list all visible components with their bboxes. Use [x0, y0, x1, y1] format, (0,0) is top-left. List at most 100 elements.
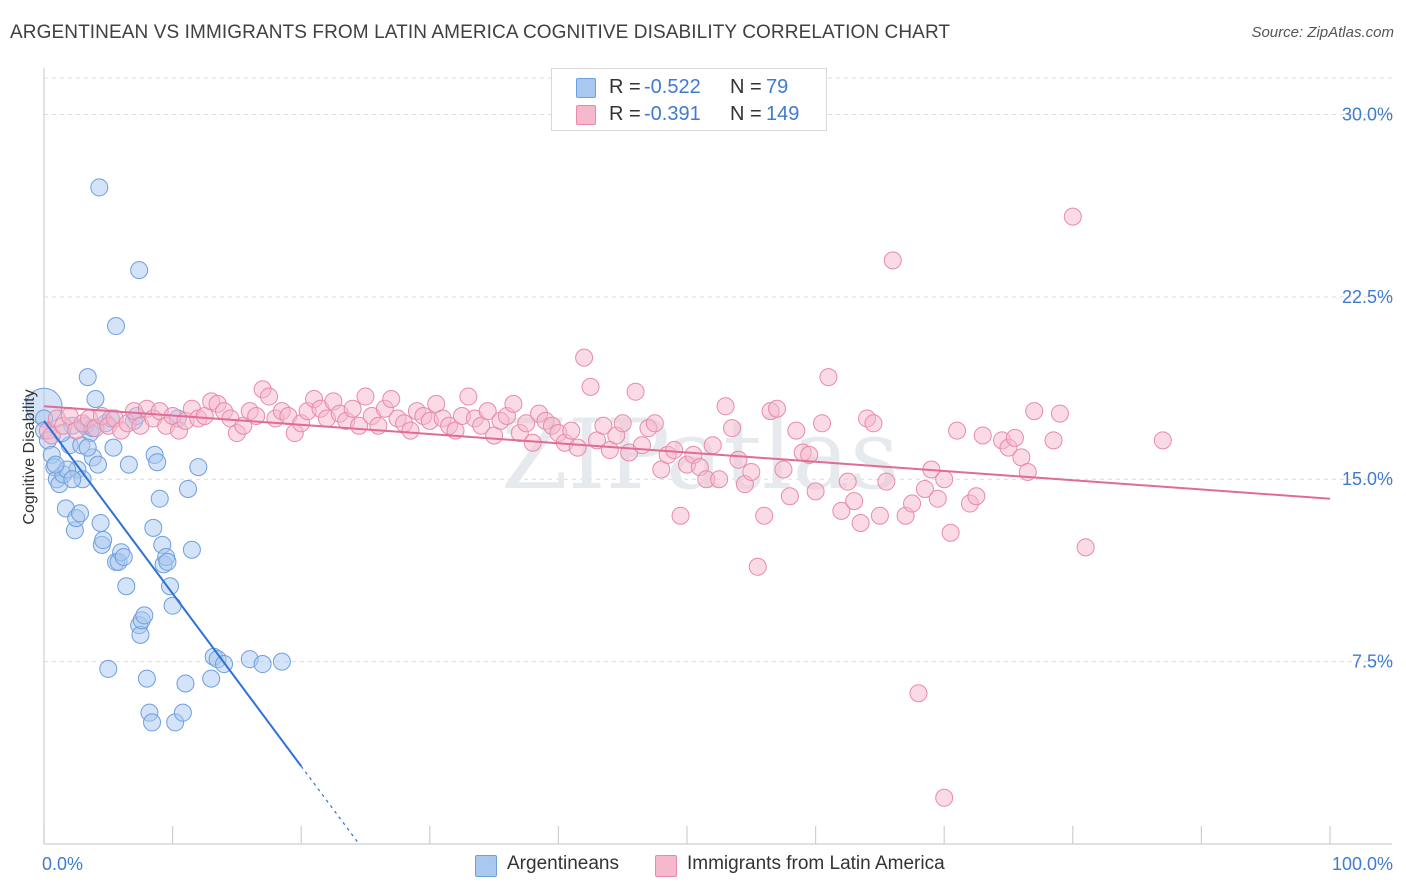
data-point	[710, 470, 729, 489]
data-point	[935, 470, 954, 489]
data-point	[163, 596, 182, 615]
data-point	[1153, 431, 1172, 450]
data-point	[877, 472, 896, 491]
data-point	[967, 487, 986, 506]
data-point	[838, 472, 857, 491]
series-argentineans	[25, 178, 291, 732]
data-point	[114, 548, 133, 567]
data-point	[806, 482, 825, 501]
data-point	[703, 436, 722, 455]
data-point	[143, 713, 162, 732]
trend-lines	[43, 405, 1331, 845]
chart-title: ARGENTINEAN VS IMMIGRANTS FROM LATIN AME…	[10, 22, 951, 43]
data-point	[883, 251, 902, 270]
data-point	[832, 501, 851, 520]
data-point	[148, 453, 167, 472]
bottom-legend-swatch-blue	[475, 855, 497, 877]
data-point	[665, 441, 684, 460]
bottom-legend-label: Immigrants from Latin America	[687, 853, 945, 874]
data-point	[729, 450, 748, 469]
data-point	[581, 377, 600, 396]
data-point	[864, 414, 883, 433]
legend-swatch-pink	[576, 105, 596, 125]
data-point	[575, 348, 594, 367]
x-tick-label: 100.0%	[1332, 854, 1393, 874]
y-axis-label: Cognitive Disability	[21, 389, 38, 524]
data-point	[845, 492, 864, 511]
data-point	[568, 438, 587, 457]
data-point	[42, 426, 61, 445]
y-tick-label: 22.5%	[1342, 287, 1393, 307]
data-point	[748, 557, 767, 576]
data-point	[800, 445, 819, 464]
data-point	[774, 460, 793, 479]
data-point	[787, 421, 806, 440]
data-point	[119, 455, 138, 474]
series-immigrants-latin-america	[38, 207, 1172, 807]
data-point	[768, 399, 787, 418]
legend-n-value: 149	[766, 103, 800, 125]
data-point	[478, 402, 497, 421]
data-point	[161, 577, 180, 596]
legend-n-label: N =	[730, 76, 762, 98]
data-point	[562, 421, 581, 440]
data-point	[723, 419, 742, 438]
data-point	[130, 261, 149, 280]
data-point	[1025, 402, 1044, 421]
data-point	[179, 479, 198, 498]
data-point	[813, 414, 832, 433]
data-point	[594, 416, 613, 435]
data-point	[671, 506, 690, 525]
data-point	[117, 577, 136, 596]
legend-row-immigrants: R = -0.391 N = 149	[552, 101, 826, 127]
data-point	[935, 788, 954, 807]
data-point	[78, 368, 97, 387]
y-tick-label: 15.0%	[1342, 469, 1393, 489]
data-point	[63, 470, 82, 489]
data-point	[272, 652, 291, 671]
data-point	[99, 659, 118, 678]
data-point	[356, 387, 375, 406]
legend-r-value: -0.522	[644, 76, 701, 98]
data-point	[909, 684, 928, 703]
data-point	[948, 421, 967, 440]
data-point	[1044, 431, 1063, 450]
data-point	[517, 414, 536, 433]
data-point	[91, 514, 110, 533]
legend-r-value: -0.391	[644, 103, 701, 125]
source-label: Source: ZipAtlas.com	[1251, 24, 1394, 41]
data-point	[189, 458, 208, 477]
bottom-legend-swatch-pink	[655, 855, 677, 877]
data-point	[253, 655, 272, 674]
data-point	[742, 462, 761, 481]
data-point	[915, 479, 934, 498]
data-point	[144, 518, 163, 537]
data-point	[716, 397, 735, 416]
data-point	[1050, 404, 1069, 423]
data-point	[755, 506, 774, 525]
data-point	[135, 606, 154, 625]
legend-row-argentineans: R = -0.522 N = 79	[552, 74, 826, 100]
data-point	[137, 669, 156, 688]
data-point	[903, 494, 922, 513]
bottom-legend-label: Argentineans	[507, 853, 619, 874]
legend-swatch-blue	[576, 78, 596, 98]
x-tick-label: 0.0%	[42, 854, 83, 874]
trend-line	[43, 405, 1331, 500]
data-point	[626, 382, 645, 401]
data-point	[973, 426, 992, 445]
y-tick-label: 30.0%	[1342, 104, 1393, 124]
legend-n-label: N =	[730, 103, 762, 125]
legend: R = -0.522 N = 79 R = -0.391 N = 149	[551, 68, 827, 131]
data-point	[90, 178, 109, 197]
data-point	[645, 414, 664, 433]
data-point	[182, 540, 201, 559]
data-point	[46, 455, 65, 474]
data-point	[819, 368, 838, 387]
legend-r-label: R =	[609, 76, 641, 98]
legend-n-value: 79	[766, 76, 789, 98]
data-point	[401, 421, 420, 440]
data-point	[158, 552, 177, 571]
data-point	[941, 523, 960, 542]
